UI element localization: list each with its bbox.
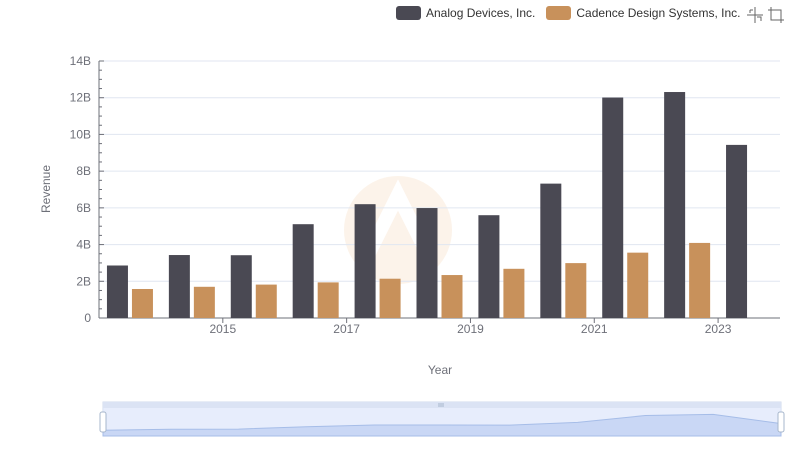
bar-cadence-2016[interactable]	[255, 284, 277, 318]
zoom-icon[interactable]	[746, 6, 764, 24]
data-zoom-left-handle[interactable]	[99, 411, 107, 433]
y-tick-label: 12B	[70, 91, 91, 105]
data-zoom-right-handle[interactable]	[777, 411, 785, 433]
y-tick-label: 10B	[70, 127, 91, 141]
bar-analog-devices-2014[interactable]	[106, 265, 128, 318]
x-axis-title: Year	[428, 363, 452, 377]
bar-cadence-2017[interactable]	[317, 282, 339, 318]
data-zoom-top-bar[interactable]	[103, 402, 781, 408]
bar-cadence-2022[interactable]	[627, 252, 649, 318]
x-tick-label: 2019	[457, 322, 484, 336]
x-tick-label: 2021	[581, 322, 608, 336]
bar-analog-devices-2016[interactable]	[230, 255, 252, 318]
bar-cadence-2014[interactable]	[131, 288, 153, 318]
legend-swatch-cadence	[546, 6, 572, 20]
bar-analog-devices-2018[interactable]	[354, 204, 376, 318]
legend: Analog Devices, Inc. Cadence Design Syst…	[396, 4, 751, 22]
legend-swatch-analog-devices	[396, 6, 421, 20]
bar-analog-devices-2015[interactable]	[168, 255, 190, 318]
y-tick-label: 8B	[76, 164, 91, 178]
y-tick-label: 2B	[76, 274, 91, 288]
x-tick-label: 2015	[209, 322, 236, 336]
legend-item-cadence[interactable]: Cadence Design Systems, Inc.	[546, 6, 740, 20]
bar-cadence-2018[interactable]	[379, 278, 401, 318]
y-tick-label: 14B	[70, 54, 91, 68]
legend-label-cadence: Cadence Design Systems, Inc.	[576, 6, 741, 20]
legend-item-analog-devices[interactable]: Analog Devices, Inc.	[396, 6, 535, 20]
legend-label-analog-devices: Analog Devices, Inc.	[426, 6, 536, 20]
bar-analog-devices-2017[interactable]	[292, 224, 314, 318]
toolbox	[746, 6, 788, 24]
zoom-reset-icon[interactable]	[767, 6, 785, 24]
x-tick-label: 2023	[705, 322, 732, 336]
bar-cadence-2020[interactable]	[503, 268, 525, 318]
tick-labels: 0 2B 4B 6B 8B 10B 12B 14B 2015 2017 2019 2021 2023	[70, 54, 732, 336]
y-tick-label: 0	[84, 311, 91, 325]
data-zoom-preview-line	[102, 413, 782, 437]
y-axis-title: Revenue	[39, 165, 53, 213]
bar-cadence-2015[interactable]	[193, 286, 215, 318]
bar-analog-devices-2020[interactable]	[478, 215, 500, 318]
bar-analog-devices-2021[interactable]	[540, 183, 562, 318]
bars	[106, 92, 748, 318]
bar-analog-devices-2024[interactable]	[726, 144, 748, 318]
bar-analog-devices-2022[interactable]	[602, 97, 624, 318]
bar-cadence-2023[interactable]	[689, 242, 711, 318]
data-zoom-grip-icon[interactable]	[438, 403, 444, 407]
bar-cadence-2019[interactable]	[441, 275, 463, 318]
x-tick-label: 2017	[333, 322, 360, 336]
y-tick-label: 6B	[76, 201, 91, 215]
data-zoom-slider[interactable]	[99, 401, 785, 437]
bar-analog-devices-2023[interactable]	[664, 92, 686, 318]
bar-analog-devices-2019[interactable]	[416, 208, 438, 318]
bar-cadence-2021[interactable]	[565, 263, 587, 318]
y-tick-label: 4B	[76, 238, 91, 252]
